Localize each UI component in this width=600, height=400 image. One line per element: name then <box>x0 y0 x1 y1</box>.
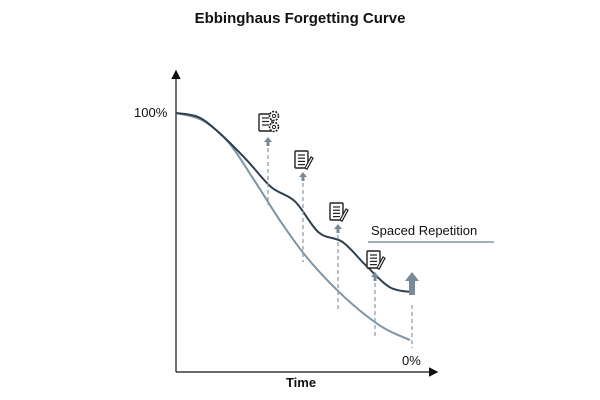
review-marker-2 <box>294 150 314 262</box>
document-gear-icon <box>258 110 280 133</box>
y-top-label: 100% <box>134 105 168 120</box>
review-marker-3 <box>329 202 349 312</box>
y-bottom-label: 0% <box>402 353 421 368</box>
spaced-repetition-label: Spaced Repetition <box>371 223 477 238</box>
spaced-repetition-line <box>175 112 415 294</box>
x-axis-label: Time <box>286 375 316 390</box>
review-marker-5 <box>405 272 419 348</box>
note-pencil-icon <box>329 202 349 223</box>
chart-title: Ebbinghaus Forgetting Curve <box>194 10 406 27</box>
review-marker-4 <box>366 250 386 336</box>
note-pencil-icon <box>294 150 314 171</box>
review-marker-1 <box>258 110 280 205</box>
note-pencil-icon <box>366 250 386 271</box>
up-arrow-icon <box>405 272 419 295</box>
